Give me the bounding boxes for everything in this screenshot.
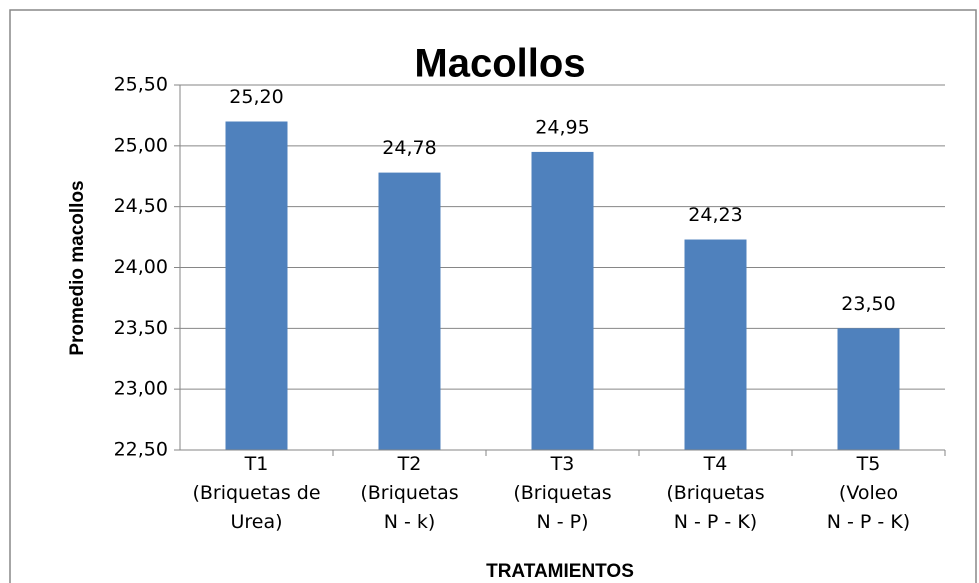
data-label: 24,78 bbox=[382, 137, 436, 159]
data-label: 24,23 bbox=[688, 204, 742, 226]
y-axis-title: Promedio macollos bbox=[67, 180, 88, 355]
y-tick-label: 23,00 bbox=[114, 378, 168, 400]
y-tick-label: 23,50 bbox=[114, 317, 168, 339]
y-tick-label: 24,00 bbox=[114, 256, 168, 278]
x-axis-title: TRATAMIENTOS bbox=[486, 561, 634, 582]
x-tick-label: T1 (Briquetas de Urea) bbox=[192, 453, 320, 533]
chart-border bbox=[9, 9, 977, 583]
bar bbox=[378, 172, 441, 450]
x-tick-label: T5 (Voleo N - P - K) bbox=[827, 453, 910, 533]
x-tick-label: T2 (Briquetas N - k) bbox=[360, 453, 458, 533]
bar bbox=[225, 121, 288, 450]
data-label: 23,50 bbox=[841, 293, 895, 315]
bar bbox=[837, 328, 900, 450]
x-tick-label: T3 (Briquetas N - P) bbox=[513, 453, 611, 533]
y-tick-label: 24,50 bbox=[114, 195, 168, 217]
data-label: 24,95 bbox=[535, 116, 589, 138]
data-label: 25,20 bbox=[229, 86, 283, 108]
bar bbox=[531, 151, 594, 450]
chart-title: Macollos bbox=[414, 42, 585, 86]
x-tick-label: T4 (Briquetas N - P - K) bbox=[666, 453, 764, 533]
y-tick-label: 22,50 bbox=[114, 439, 168, 461]
y-tick-label: 25,50 bbox=[114, 74, 168, 96]
bar bbox=[684, 239, 747, 450]
y-tick-label: 25,00 bbox=[114, 134, 168, 156]
